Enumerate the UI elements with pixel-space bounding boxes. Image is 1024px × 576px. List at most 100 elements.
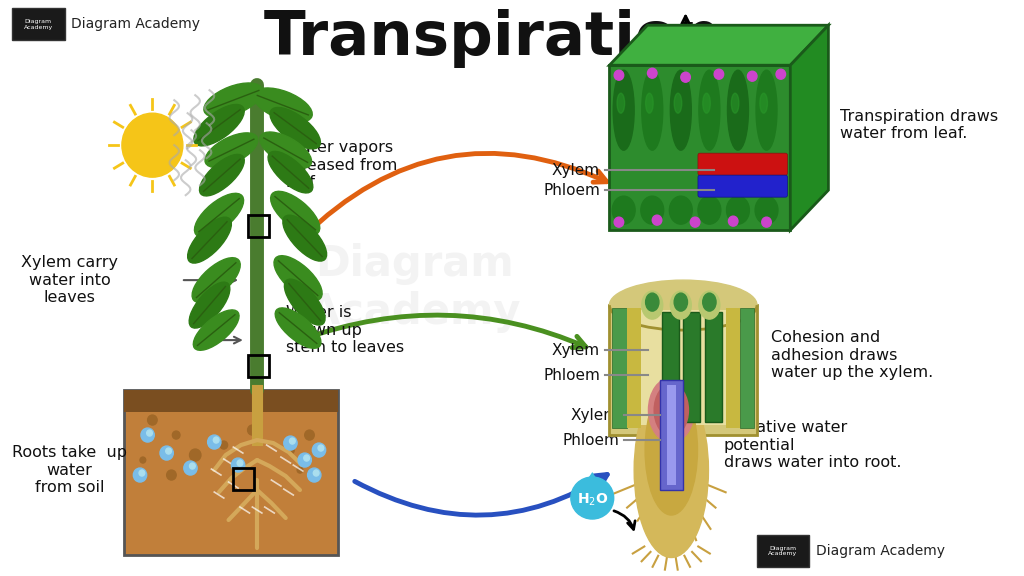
Ellipse shape xyxy=(699,70,720,150)
Ellipse shape xyxy=(641,196,664,224)
Circle shape xyxy=(318,445,324,451)
Circle shape xyxy=(290,438,295,444)
Circle shape xyxy=(312,443,326,457)
Ellipse shape xyxy=(283,215,327,261)
Ellipse shape xyxy=(275,308,321,348)
Circle shape xyxy=(748,71,757,81)
Text: Phloem: Phloem xyxy=(543,183,600,198)
Circle shape xyxy=(208,435,221,449)
Polygon shape xyxy=(791,25,828,230)
Circle shape xyxy=(297,467,303,473)
Ellipse shape xyxy=(253,88,312,123)
Bar xyxy=(248,355,268,377)
Circle shape xyxy=(762,217,771,227)
Circle shape xyxy=(714,69,724,79)
Text: Roots take  up
water
from soil: Roots take up water from soil xyxy=(12,445,127,495)
Circle shape xyxy=(166,448,171,454)
Ellipse shape xyxy=(642,70,663,150)
Text: Xylem: Xylem xyxy=(552,162,600,177)
Circle shape xyxy=(305,430,314,440)
Ellipse shape xyxy=(634,382,709,558)
Circle shape xyxy=(313,470,319,476)
Text: Diagram
Academy: Diagram Academy xyxy=(24,19,53,29)
FancyBboxPatch shape xyxy=(609,305,757,435)
Ellipse shape xyxy=(648,378,694,442)
Circle shape xyxy=(238,460,243,466)
Circle shape xyxy=(183,461,198,475)
Ellipse shape xyxy=(731,93,739,113)
Ellipse shape xyxy=(260,132,311,168)
Ellipse shape xyxy=(194,310,239,350)
Ellipse shape xyxy=(645,385,697,515)
Ellipse shape xyxy=(727,70,749,150)
Circle shape xyxy=(231,458,245,472)
Text: Transpiration: Transpiration xyxy=(263,9,721,68)
Circle shape xyxy=(614,217,624,227)
Ellipse shape xyxy=(670,196,692,224)
Circle shape xyxy=(133,468,146,482)
Circle shape xyxy=(776,69,785,79)
Ellipse shape xyxy=(674,93,682,113)
Text: Transpiration draws
water from leaf.: Transpiration draws water from leaf. xyxy=(840,109,998,141)
Ellipse shape xyxy=(671,291,691,319)
Circle shape xyxy=(189,463,196,469)
Ellipse shape xyxy=(645,293,658,311)
Ellipse shape xyxy=(642,291,663,319)
Circle shape xyxy=(220,441,227,449)
FancyBboxPatch shape xyxy=(612,308,627,428)
Circle shape xyxy=(213,437,219,443)
Ellipse shape xyxy=(200,154,245,196)
Ellipse shape xyxy=(268,151,313,193)
Circle shape xyxy=(690,217,699,227)
Circle shape xyxy=(304,455,309,461)
Circle shape xyxy=(146,430,153,436)
FancyBboxPatch shape xyxy=(683,312,699,422)
Circle shape xyxy=(681,72,690,82)
FancyBboxPatch shape xyxy=(659,380,683,490)
Text: Negative water
potential
draws water into root.: Negative water potential draws water int… xyxy=(724,420,901,470)
Bar xyxy=(248,215,268,237)
Text: Xylem: Xylem xyxy=(552,343,600,358)
Ellipse shape xyxy=(671,70,691,150)
FancyBboxPatch shape xyxy=(698,175,787,197)
FancyBboxPatch shape xyxy=(124,390,338,555)
Ellipse shape xyxy=(699,291,720,319)
Ellipse shape xyxy=(613,70,634,150)
Circle shape xyxy=(728,216,738,226)
Ellipse shape xyxy=(698,196,721,224)
Ellipse shape xyxy=(654,384,688,436)
FancyBboxPatch shape xyxy=(627,310,740,425)
Text: Phloem: Phloem xyxy=(562,433,618,448)
Text: Phloem: Phloem xyxy=(543,367,600,382)
Ellipse shape xyxy=(760,93,767,113)
Ellipse shape xyxy=(270,191,319,235)
Ellipse shape xyxy=(204,83,263,118)
Ellipse shape xyxy=(727,196,750,224)
Ellipse shape xyxy=(609,280,757,330)
Text: Diagram
Academy: Diagram Academy xyxy=(307,243,521,334)
Ellipse shape xyxy=(617,93,625,113)
Ellipse shape xyxy=(194,104,245,146)
Ellipse shape xyxy=(645,93,653,113)
FancyBboxPatch shape xyxy=(726,308,740,428)
Ellipse shape xyxy=(193,257,241,302)
Circle shape xyxy=(122,113,183,177)
Circle shape xyxy=(307,468,321,482)
Bar xyxy=(233,468,254,490)
Text: Cohesion and
adhesion draws
water up the xylem.: Cohesion and adhesion draws water up the… xyxy=(771,330,934,380)
Circle shape xyxy=(614,70,624,80)
FancyBboxPatch shape xyxy=(662,312,679,422)
Circle shape xyxy=(298,453,311,467)
FancyBboxPatch shape xyxy=(705,312,722,422)
Text: Diagram Academy: Diagram Academy xyxy=(72,17,201,31)
Circle shape xyxy=(287,446,294,454)
FancyBboxPatch shape xyxy=(124,390,338,412)
Ellipse shape xyxy=(274,256,323,301)
Ellipse shape xyxy=(570,477,613,519)
Circle shape xyxy=(147,415,157,425)
Ellipse shape xyxy=(285,279,325,325)
Ellipse shape xyxy=(205,133,258,168)
Circle shape xyxy=(160,446,173,460)
Circle shape xyxy=(652,215,662,225)
Polygon shape xyxy=(579,472,605,492)
